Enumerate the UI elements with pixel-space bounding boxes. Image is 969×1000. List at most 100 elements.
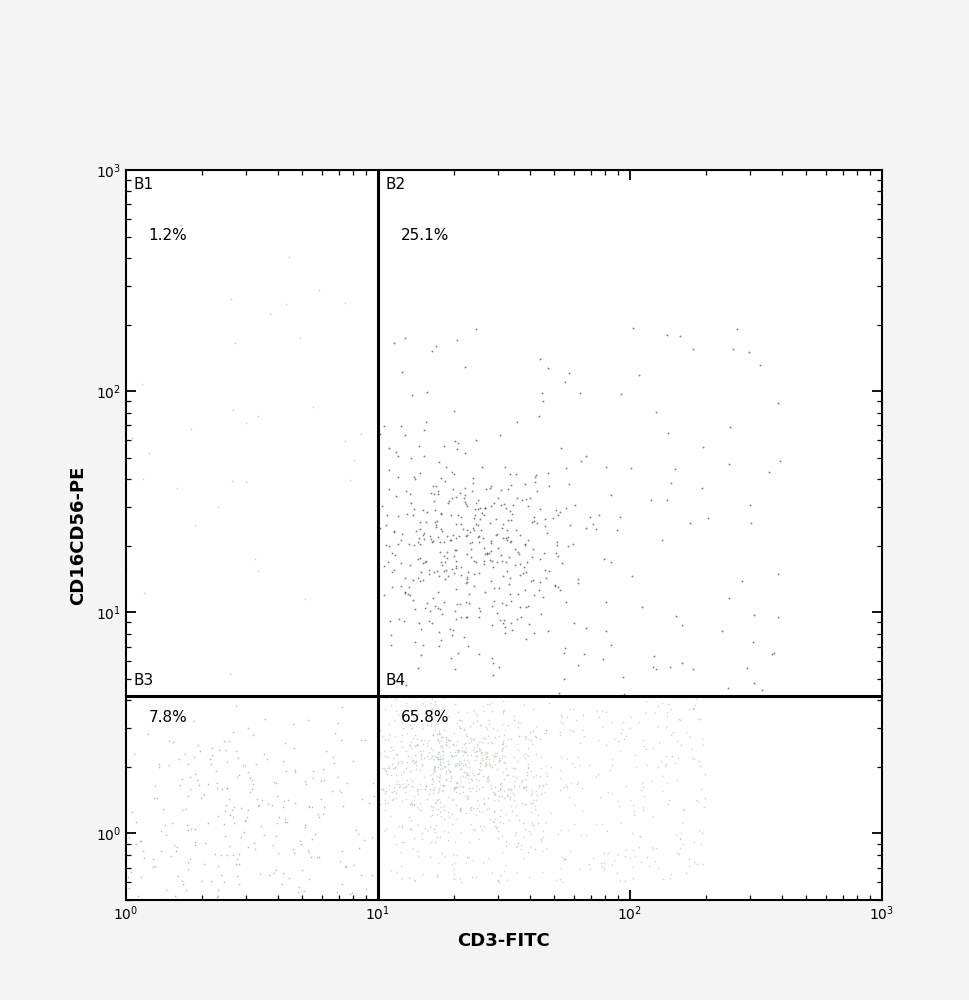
Point <box>509 839 524 855</box>
Point <box>179 817 195 833</box>
Point <box>659 775 674 791</box>
Point <box>469 495 484 511</box>
Point <box>338 859 354 875</box>
Point <box>219 754 234 770</box>
Point <box>387 524 402 540</box>
Point <box>463 733 479 749</box>
Point <box>407 469 422 485</box>
Point <box>240 802 256 818</box>
Point <box>397 704 413 720</box>
Point <box>458 758 474 774</box>
Point <box>431 773 447 789</box>
Point <box>432 738 448 754</box>
Point <box>502 812 517 828</box>
Point <box>466 767 482 783</box>
Point <box>141 445 157 461</box>
Point <box>610 522 625 538</box>
Point <box>478 757 493 773</box>
Point <box>662 870 677 886</box>
Point <box>118 561 134 577</box>
Point <box>455 784 471 800</box>
Point <box>458 496 474 512</box>
Point <box>295 862 310 878</box>
Point <box>458 528 474 544</box>
Point <box>643 492 659 508</box>
Point <box>490 792 506 808</box>
Point <box>480 545 495 561</box>
Point <box>474 822 489 838</box>
Point <box>391 756 406 772</box>
Point <box>423 531 439 547</box>
Point <box>414 757 429 773</box>
Point <box>468 869 484 885</box>
Point <box>613 386 629 402</box>
Point <box>594 816 610 832</box>
Point <box>461 586 477 602</box>
Point <box>438 737 453 753</box>
Point <box>121 880 137 896</box>
Point <box>376 760 391 776</box>
Point <box>411 781 426 797</box>
Point <box>425 478 441 494</box>
Point <box>460 788 476 804</box>
Point <box>377 558 392 574</box>
Point <box>245 776 261 792</box>
Point <box>616 686 632 702</box>
Point <box>468 554 484 570</box>
Point <box>480 768 495 784</box>
Point <box>426 781 442 797</box>
Point <box>101 824 116 840</box>
Point <box>494 553 510 569</box>
Point <box>426 762 442 778</box>
Point <box>421 786 436 802</box>
Point <box>406 788 422 804</box>
Point <box>136 850 151 866</box>
Point <box>458 594 474 610</box>
Point <box>574 827 589 843</box>
Point <box>558 777 574 793</box>
Point <box>624 709 640 725</box>
Point <box>511 714 526 730</box>
Point <box>448 855 463 871</box>
Point <box>477 703 492 719</box>
Point <box>568 797 583 813</box>
Point <box>525 701 541 717</box>
Point <box>696 856 711 872</box>
Point <box>672 840 688 856</box>
Point <box>277 814 293 830</box>
Point <box>439 731 454 747</box>
Point <box>476 556 491 572</box>
Point <box>492 808 508 824</box>
Point <box>471 609 486 625</box>
Point <box>268 775 284 791</box>
Point <box>471 797 486 813</box>
Point <box>668 461 683 477</box>
Point <box>248 756 264 772</box>
Point <box>222 791 237 807</box>
Point <box>385 579 400 595</box>
Point <box>674 617 690 633</box>
Point <box>661 792 676 808</box>
Point <box>330 715 346 731</box>
Point <box>633 782 648 798</box>
Point <box>438 729 453 745</box>
Point <box>490 490 506 506</box>
Point <box>448 744 463 760</box>
Point <box>464 772 480 788</box>
Point <box>464 780 480 796</box>
Point <box>436 594 452 610</box>
Point <box>164 848 179 864</box>
Point <box>416 720 431 736</box>
Point <box>644 841 660 857</box>
Point <box>474 750 489 766</box>
Point <box>469 736 484 752</box>
Point <box>227 335 242 351</box>
Point <box>425 799 441 815</box>
Point <box>505 803 520 819</box>
Point <box>534 843 549 859</box>
Point <box>423 776 439 792</box>
Point <box>379 507 394 523</box>
Point <box>532 582 547 598</box>
Point <box>465 852 481 868</box>
Point <box>504 615 519 631</box>
